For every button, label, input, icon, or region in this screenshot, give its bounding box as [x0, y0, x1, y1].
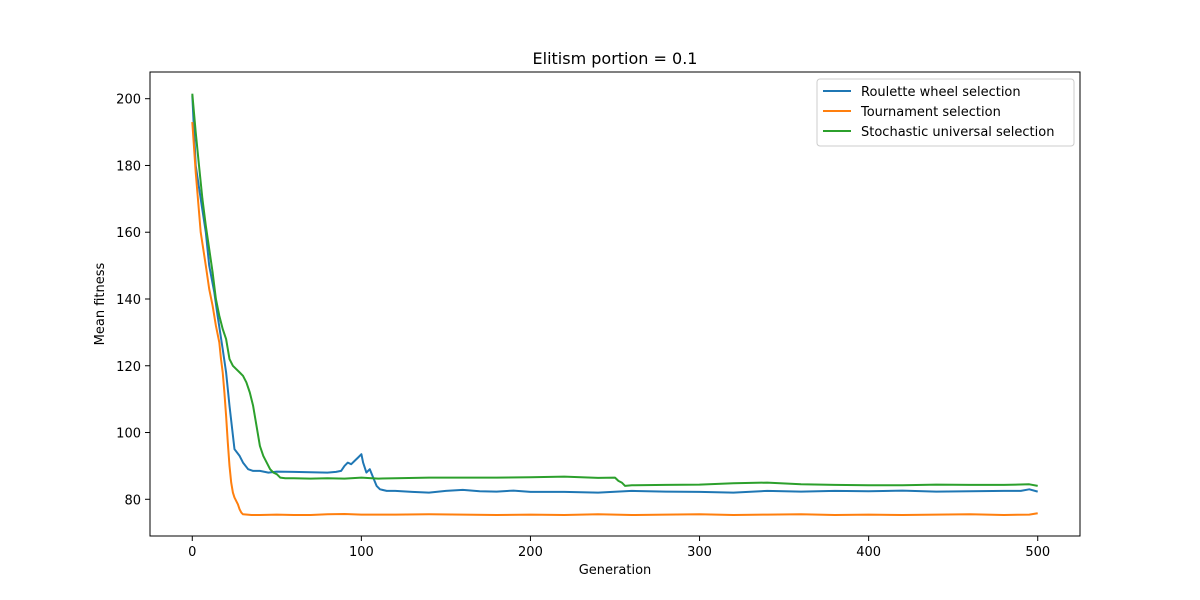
series-line-1	[191, 122, 1038, 516]
x-tick-label: 200	[518, 545, 543, 560]
x-tick-label: 300	[687, 545, 712, 560]
x-axis-label: Generation	[579, 563, 652, 578]
y-tick-label: 160	[116, 226, 141, 241]
x-axis: 0 100 200 300 400 500	[188, 536, 1050, 560]
x-tick-label: 500	[1025, 545, 1050, 560]
plot-frame	[149, 71, 1081, 537]
y-tick-label: 120	[116, 360, 141, 375]
legend-label: Roulette wheel selection	[861, 85, 1021, 100]
x-tick-label: 100	[349, 545, 374, 560]
legend-box	[816, 78, 1075, 147]
legend-label: Tournament selection	[860, 105, 1001, 120]
chart-title: Elitism portion = 0.1	[533, 49, 698, 68]
series-line-0	[191, 95, 1038, 494]
y-axis-label: Mean fitness	[93, 262, 108, 345]
y-tick-label: 140	[116, 293, 141, 308]
y-tick-label: 80	[124, 493, 141, 508]
legend: Roulette wheel selection Tournament selec…	[816, 78, 1075, 147]
y-axis: 80 100 120 140 160 180 200	[116, 93, 150, 508]
y-tick-label: 200	[116, 93, 141, 108]
plot-lines	[191, 93, 1038, 516]
legend-label: Stochastic universal selection	[861, 125, 1054, 140]
x-tick-label: 0	[188, 545, 196, 560]
series-line-2	[191, 93, 1038, 487]
y-tick-label: 180	[116, 159, 141, 174]
y-tick-label: 100	[116, 427, 141, 442]
x-tick-label: 400	[856, 545, 881, 560]
